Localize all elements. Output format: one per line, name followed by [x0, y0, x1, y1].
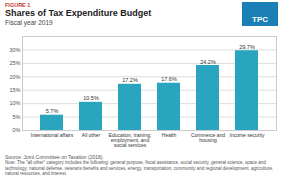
svg-text:10.5%: 10.5%: [83, 96, 99, 102]
svg-text:17.6%: 17.6%: [161, 77, 177, 83]
html-text:Shares of Tax Expenditure Budg: Shares of Tax Expenditure Budget: [5, 8, 152, 19]
svg-text:29.7%: 29.7%: [239, 44, 255, 50]
html-text:Note: The "all other" category: Note: The "all other" category includes …: [5, 160, 274, 176]
svg-text:25%: 25%: [9, 61, 20, 67]
svg-text:20%: 20%: [9, 74, 20, 80]
html-text:Source: Joint Committee on Tax: Source: Joint Committee on Taxation (201…: [5, 154, 104, 161]
svg-text:15%: 15%: [9, 87, 20, 93]
svg-text:International affairs: International affairs: [31, 133, 74, 139]
svg-text:30%: 30%: [9, 47, 20, 53]
svg-text:Education, training,employment: Education, training,employment, andsocia…: [109, 133, 152, 149]
svg-text:17.2%: 17.2%: [122, 78, 138, 84]
svg-text:0%: 0%: [13, 128, 21, 134]
svg-text:10%: 10%: [9, 101, 20, 107]
svg-text:24.2%: 24.2%: [200, 59, 216, 65]
html-text:TPC: TPC: [252, 15, 268, 24]
svg-text:Income security: Income security: [229, 133, 265, 139]
svg-text:5.7%: 5.7%: [46, 109, 59, 115]
svg-text:All other: All other: [82, 133, 101, 139]
svg-text:5%: 5%: [13, 114, 21, 120]
html-text:Fiscal year 2019: Fiscal year 2019: [5, 18, 53, 26]
svg-text:Commerce andhousing: Commerce andhousing: [191, 133, 225, 144]
html-text:FIGURE 1: FIGURE 1: [5, 2, 31, 8]
svg-text:Health: Health: [162, 133, 177, 139]
